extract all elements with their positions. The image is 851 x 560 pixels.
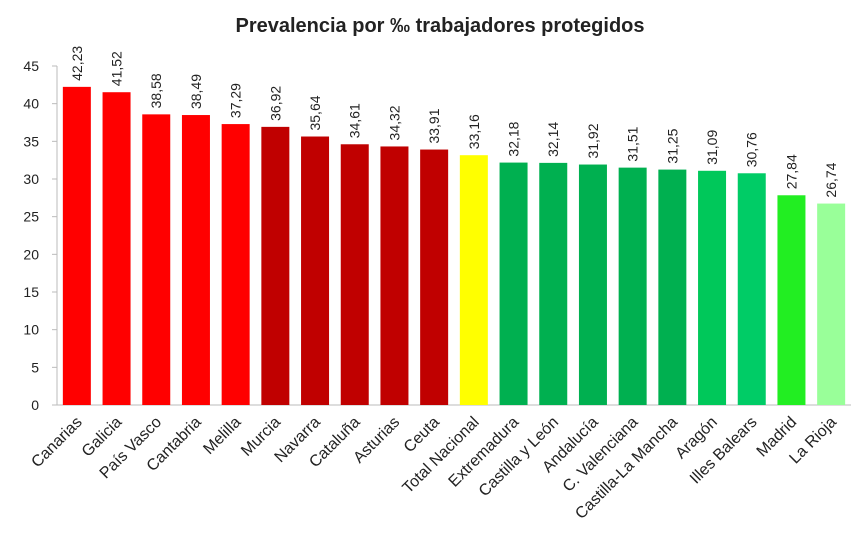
value-label: 35,64 — [307, 95, 323, 130]
bar — [578, 164, 607, 405]
value-label: 27,84 — [783, 154, 799, 189]
y-tick-label: 35 — [23, 133, 39, 149]
bar — [102, 92, 131, 405]
bar — [499, 162, 528, 405]
value-label: 31,25 — [664, 128, 680, 163]
value-label: 31,92 — [585, 123, 601, 158]
y-tick-label: 25 — [23, 209, 39, 225]
y-tick-label: 45 — [23, 58, 39, 74]
value-label: 42,23 — [69, 46, 85, 81]
value-label: 33,16 — [466, 114, 482, 149]
bar — [817, 203, 846, 405]
bar — [340, 144, 369, 405]
bar — [420, 149, 449, 405]
bar — [737, 173, 766, 405]
value-label: 32,18 — [506, 121, 522, 156]
value-label: 36,92 — [267, 86, 283, 121]
x-tick-label: Melilla — [200, 414, 244, 458]
bar — [301, 136, 330, 405]
value-label: 31,09 — [704, 130, 720, 165]
y-tick-label: 0 — [31, 397, 39, 413]
value-label: 26,74 — [823, 162, 839, 197]
bar — [380, 146, 409, 405]
bar — [539, 162, 568, 405]
value-label: 38,49 — [188, 74, 204, 109]
bar — [62, 86, 91, 405]
bar — [142, 114, 171, 405]
y-tick-label: 30 — [23, 171, 39, 187]
y-tick-label: 40 — [23, 96, 39, 112]
value-label: 34,61 — [347, 103, 363, 138]
value-label: 41,52 — [109, 51, 125, 86]
value-label: 38,58 — [148, 73, 164, 108]
y-tick-label: 5 — [31, 359, 39, 375]
bar — [459, 155, 488, 405]
value-label: 30,76 — [744, 132, 760, 167]
bar — [618, 167, 647, 405]
value-label: 34,32 — [386, 105, 402, 140]
bar — [777, 195, 806, 405]
y-tick-label: 20 — [23, 246, 39, 262]
value-label: 32,14 — [545, 122, 561, 157]
value-label: 31,51 — [625, 126, 641, 161]
chart-title: Prevalencia por ‰ trabajadores protegido… — [235, 15, 644, 37]
bar — [181, 115, 210, 406]
value-label: 33,91 — [426, 108, 442, 143]
bar — [658, 169, 687, 405]
bar — [221, 124, 250, 405]
x-tick-label: Canarias — [28, 414, 85, 471]
y-tick-label: 15 — [23, 284, 39, 300]
y-tick-label: 10 — [23, 322, 39, 338]
bar — [698, 170, 727, 405]
value-label: 37,29 — [228, 83, 244, 118]
bar — [261, 126, 290, 406]
